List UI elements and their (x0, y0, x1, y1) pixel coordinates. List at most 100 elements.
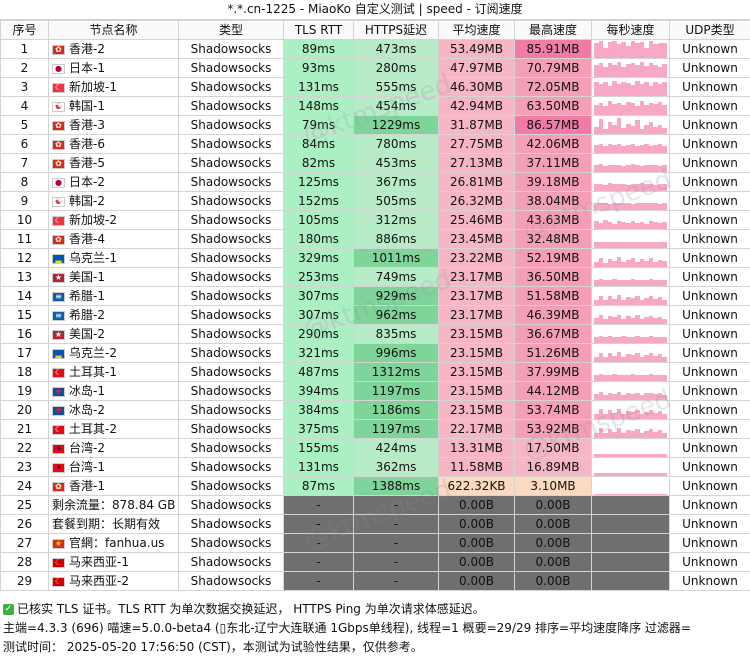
https-latency: 473ms (353, 39, 439, 59)
flag-ua-icon: ▂ (52, 348, 65, 359)
sparkline-bar (635, 145, 640, 153)
node-name: 套餐到期：长期有效 (52, 517, 161, 531)
sparkline-bar (616, 453, 622, 457)
sparkline-bar (625, 144, 631, 153)
header-cell: 平均速度 (438, 20, 515, 40)
sparkline-bar (612, 336, 617, 343)
flag-tr-icon: ☾ (52, 424, 65, 435)
sparkline-bar (607, 143, 613, 153)
sparkline-bar (616, 279, 622, 286)
tls-rtt: 79ms (283, 115, 354, 135)
flag-ua-icon: ▂ (52, 253, 65, 264)
sparkline-bar (639, 258, 645, 267)
sparkline-bar (594, 453, 599, 457)
node-name-cell: ● 日本-2 (48, 172, 179, 192)
row-index: 17 (0, 343, 49, 363)
sparkline-bar (616, 43, 622, 58)
sparkline-bar (616, 408, 622, 419)
sparkline-bar (648, 145, 654, 153)
avg-speed: 0.00B (438, 571, 515, 591)
speed-sparkline (593, 478, 669, 495)
sparkline-bar (635, 453, 640, 457)
sparkline-bar (603, 219, 608, 229)
tls-rtt: 93ms (283, 58, 354, 78)
sparkline-bar (598, 102, 604, 115)
max-speed: 53.74MB (514, 400, 592, 420)
sparkline-bar (653, 221, 658, 229)
table-row: 28 ☾ 马来西亚-1 Shadowsocks - -0.00B 0.00B Unknown (0, 552, 750, 572)
max-speed: 42.06MB (514, 134, 592, 154)
avg-speed: 23.15MB (438, 324, 515, 344)
sparkline-bar (639, 374, 645, 381)
max-speed: 43.63MB (514, 210, 592, 230)
per-second-speed (591, 438, 670, 458)
sparkline-bar (625, 296, 631, 305)
https-latency: 1186ms (353, 400, 439, 420)
sparkline-bar (662, 299, 667, 305)
node-name: 新加坡-2 (69, 213, 117, 227)
per-second-speed (591, 267, 670, 287)
sparkline-bar (630, 220, 636, 229)
avg-speed: 0.00B (438, 533, 515, 553)
node-name: 香港-4 (69, 232, 105, 246)
sparkline-bar (639, 432, 645, 438)
sparkline-bar (594, 336, 599, 343)
row-index: 12 (0, 248, 49, 268)
per-second-speed (591, 248, 670, 268)
sparkline-bar (603, 318, 608, 324)
sparkline-bar (607, 221, 613, 229)
node-name-cell: ≡ 希腊-1 (48, 286, 179, 306)
udp-type: Unknown (669, 514, 750, 534)
sparkline-bar (607, 258, 613, 267)
flag-is-icon: ✚ (52, 405, 65, 416)
sparkline-bar (662, 413, 667, 419)
flag-hk-icon: ✿ (52, 234, 65, 245)
sparkline-bar (598, 391, 604, 400)
node-name-cell: ▂ 乌克兰-1 (48, 248, 179, 268)
sparkline-bar (625, 336, 631, 343)
sparkline-bar (644, 430, 649, 438)
sparkline-bar (607, 493, 613, 495)
sparkline-bar (648, 278, 654, 286)
sparkline-bar (657, 296, 663, 305)
node-name: 马来西亚-1 (69, 555, 129, 569)
sparkline-bar (612, 316, 617, 324)
node-name-cell: 剩余流量：878.84 GB (48, 495, 179, 515)
speed-sparkline (593, 459, 669, 476)
speed-sparkline (593, 440, 669, 457)
speed-sparkline (593, 155, 669, 172)
sparkline-bar (635, 164, 640, 172)
flag-cn-icon: ★ (52, 538, 65, 549)
sparkline-bar (612, 431, 617, 438)
sparkline-bar (612, 103, 617, 115)
sparkline-bar (639, 83, 645, 96)
tls-rtt: 84ms (283, 134, 354, 154)
sparkline-bar (598, 335, 604, 343)
https-latency: 454ms (353, 96, 439, 116)
sparkline-bar (598, 373, 604, 381)
sparkline-bar (630, 102, 636, 115)
per-second-speed (591, 514, 670, 534)
flag-my-icon: ☾ (52, 576, 65, 587)
udp-type: Unknown (669, 305, 750, 325)
protocol-type: Shadowsocks (178, 457, 284, 477)
udp-type: Unknown (669, 495, 750, 515)
protocol-type: Shadowsocks (178, 115, 284, 135)
sparkline-bar (635, 352, 640, 362)
tls-rtt: - (283, 514, 354, 534)
avg-speed: 23.15MB (438, 400, 515, 420)
https-latency: - (353, 533, 439, 553)
protocol-type: Shadowsocks (178, 571, 284, 591)
row-index: 9 (0, 191, 49, 211)
sparkline-bar (612, 64, 617, 77)
sparkline-bar (621, 279, 626, 286)
avg-speed: 23.17MB (438, 305, 515, 325)
sparkline-bar (644, 279, 649, 286)
sparkline-bar (648, 295, 654, 305)
table-body: 1 ✿ 香港-2 Shadowsocks 89ms 473ms 53.49MB 85.91MB… (0, 39, 750, 591)
sparkline-bar (630, 453, 636, 457)
node-name: 乌克兰-1 (69, 251, 117, 265)
https-latency: 780ms (353, 134, 439, 154)
sparkline-bar (644, 47, 649, 58)
sparkline-bar (644, 143, 649, 153)
